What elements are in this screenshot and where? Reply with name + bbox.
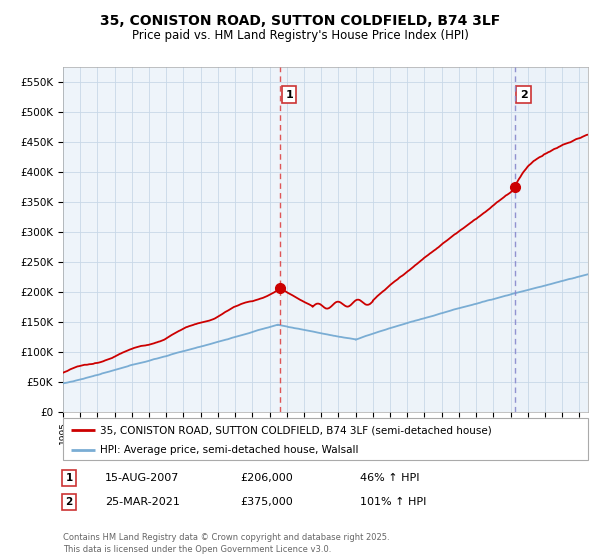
Text: 101% ↑ HPI: 101% ↑ HPI bbox=[360, 497, 427, 507]
Text: Contains HM Land Registry data © Crown copyright and database right 2025.
This d: Contains HM Land Registry data © Crown c… bbox=[63, 533, 389, 554]
Bar bbox=[280, 67, 514, 412]
Text: 1: 1 bbox=[65, 473, 73, 483]
Text: £375,000: £375,000 bbox=[240, 497, 293, 507]
Bar bbox=[515, 67, 588, 412]
Text: HPI: Average price, semi-detached house, Walsall: HPI: Average price, semi-detached house,… bbox=[100, 445, 358, 455]
Text: 35, CONISTON ROAD, SUTTON COLDFIELD, B74 3LF: 35, CONISTON ROAD, SUTTON COLDFIELD, B74… bbox=[100, 14, 500, 28]
Text: £206,000: £206,000 bbox=[240, 473, 293, 483]
Text: 2: 2 bbox=[520, 90, 527, 100]
FancyBboxPatch shape bbox=[63, 418, 588, 460]
Text: 15-AUG-2007: 15-AUG-2007 bbox=[105, 473, 179, 483]
Text: 1: 1 bbox=[286, 90, 293, 100]
Text: 46% ↑ HPI: 46% ↑ HPI bbox=[360, 473, 419, 483]
Text: 2: 2 bbox=[65, 497, 73, 507]
Text: Price paid vs. HM Land Registry's House Price Index (HPI): Price paid vs. HM Land Registry's House … bbox=[131, 29, 469, 42]
Text: 35, CONISTON ROAD, SUTTON COLDFIELD, B74 3LF (semi-detached house): 35, CONISTON ROAD, SUTTON COLDFIELD, B74… bbox=[100, 425, 491, 435]
Text: 25-MAR-2021: 25-MAR-2021 bbox=[105, 497, 180, 507]
